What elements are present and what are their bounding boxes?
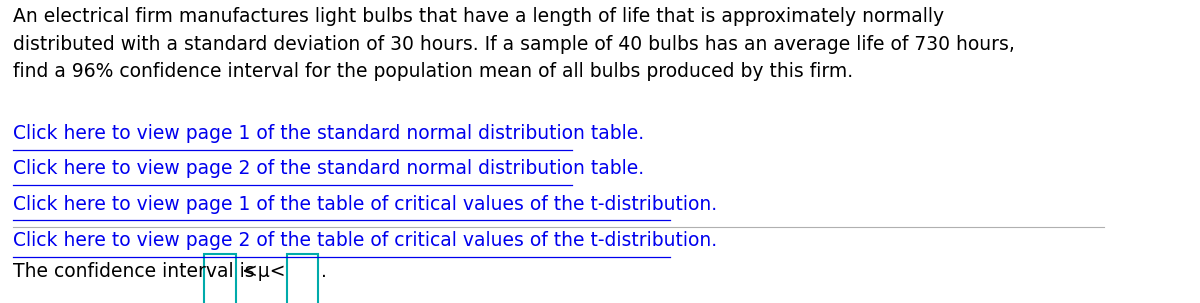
Text: .: .	[320, 262, 326, 281]
Text: Click here to view page 1 of the table of critical values of the t-distribution.: Click here to view page 1 of the table o…	[13, 195, 718, 214]
Text: <μ<: <μ<	[235, 262, 286, 281]
Text: Click here to view page 2 of the standard normal distribution table.: Click here to view page 2 of the standar…	[13, 159, 644, 178]
Bar	[204, 255, 235, 303]
Text: The confidence interval is: The confidence interval is	[13, 262, 262, 281]
Text: Click here to view page 2 of the table of critical values of the t-distribution.: Click here to view page 2 of the table o…	[13, 231, 718, 250]
Text: Click here to view page 1 of the standard normal distribution table.: Click here to view page 1 of the standar…	[13, 124, 644, 143]
Text: An electrical firm manufactures light bulbs that have a length of life that is a: An electrical firm manufactures light bu…	[13, 7, 1015, 81]
Bar	[287, 255, 318, 303]
